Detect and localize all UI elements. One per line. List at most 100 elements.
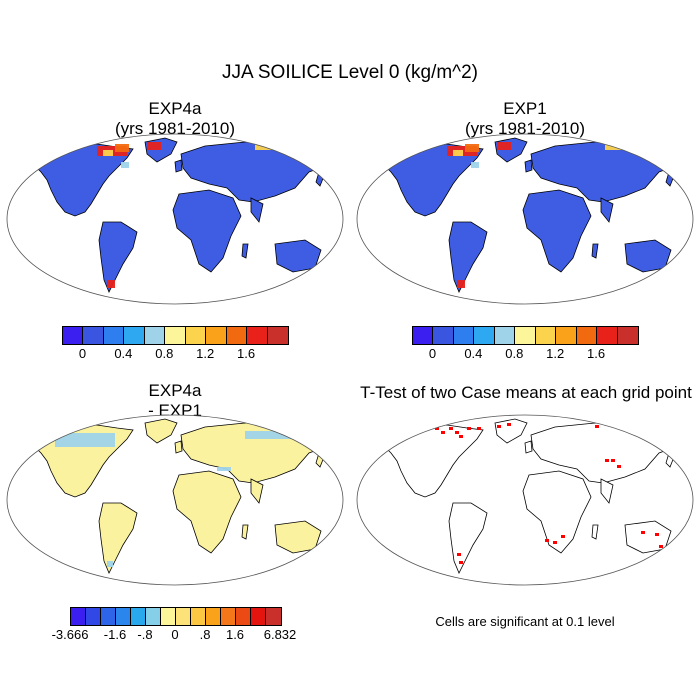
continent-madagascar xyxy=(591,243,599,259)
colorbar-swatch xyxy=(176,608,191,625)
continent-africa xyxy=(522,189,592,273)
value-patch xyxy=(115,144,129,152)
map-difference xyxy=(6,414,344,586)
colorbar-swatch xyxy=(124,327,145,344)
value-patch xyxy=(107,561,113,567)
significant-cell xyxy=(477,427,481,430)
continent-british-isles xyxy=(524,440,533,454)
colorbar-swatch xyxy=(206,327,227,344)
map-border xyxy=(6,414,344,586)
map-border xyxy=(356,133,694,305)
continent-greenland xyxy=(144,418,178,444)
colorbar-swatch xyxy=(221,608,236,625)
significant-cell xyxy=(507,423,511,426)
significant-cell xyxy=(457,553,461,556)
value-patch xyxy=(465,144,479,152)
significance-note: Cells are significant at 0.1 level xyxy=(435,614,615,629)
colorbar-difference xyxy=(70,607,282,626)
colorbar-swatch xyxy=(86,608,101,625)
value-patch xyxy=(217,467,231,471)
significant-cell xyxy=(425,427,429,430)
colorbar-swatch xyxy=(116,608,131,625)
significant-cell xyxy=(611,459,615,462)
significant-cell xyxy=(617,465,621,468)
significant-cell xyxy=(415,429,419,432)
map-border xyxy=(6,133,344,305)
colorbar-swatch xyxy=(206,608,221,625)
colorbar-tick-label: -.8 xyxy=(137,627,153,642)
colorbar-tick-label: 6.832 xyxy=(263,627,297,642)
colorbar-swatch xyxy=(251,608,266,625)
colorbar-swatch xyxy=(144,327,166,344)
colorbar-swatch xyxy=(515,327,536,344)
significant-cell xyxy=(553,541,557,544)
value-patch xyxy=(453,150,463,156)
significant-cell xyxy=(459,435,463,438)
colorbar-swatch xyxy=(191,608,206,625)
colorbar-swatch xyxy=(433,327,454,344)
colorbar-swatch xyxy=(267,327,288,344)
colorbar-tick-label: 1.2 xyxy=(196,346,215,361)
continent-greenland xyxy=(494,418,528,444)
value-patch xyxy=(497,142,511,150)
continent-africa xyxy=(172,189,242,273)
continent-madagascar xyxy=(241,524,249,540)
colorbar-swatch xyxy=(131,608,146,625)
colorbar-swatch xyxy=(247,327,268,344)
value-patch xyxy=(245,431,295,439)
map-border xyxy=(356,414,694,586)
value-patch xyxy=(107,280,115,288)
continent-indian-subcontinent xyxy=(250,197,264,223)
colorbar-swatch xyxy=(617,327,638,344)
map-exp4a xyxy=(6,133,344,305)
colorbar-swatch xyxy=(63,327,84,344)
panel2-title-line1: EXP1 xyxy=(503,99,547,118)
significant-cell xyxy=(655,533,659,536)
value-patch xyxy=(121,162,129,168)
colorbar-swatch xyxy=(161,608,176,625)
map-ttest xyxy=(356,414,694,586)
panel1-title-line1: EXP4a xyxy=(148,99,202,118)
significant-cell xyxy=(659,545,663,548)
colorbar-tick-label: 1.2 xyxy=(546,346,565,361)
value-patch xyxy=(623,144,639,149)
significant-cell xyxy=(497,425,501,428)
panel3-title-line1: EXP4a xyxy=(148,381,202,400)
significant-cell xyxy=(561,535,565,538)
colorbar-tick-label: 0.4 xyxy=(464,346,483,361)
colorbar-tick-label: -3.666 xyxy=(51,627,89,642)
significant-cell xyxy=(545,539,549,542)
colorbar-swatch xyxy=(413,327,434,344)
colorbar-swatch xyxy=(597,327,618,344)
colorbar-swatch xyxy=(453,327,475,344)
panel4-title: T-Test of two Case means at each grid po… xyxy=(360,383,692,402)
value-patch xyxy=(147,142,161,150)
continent-africa xyxy=(522,470,592,554)
colorbar-exp4a xyxy=(62,326,289,345)
colorbar-swatch xyxy=(103,327,125,344)
continent-africa xyxy=(172,470,242,554)
continent-indian-subcontinent xyxy=(600,197,614,223)
panel2-title: EXP1 (yrs 1981-2010) xyxy=(355,99,695,139)
value-patch xyxy=(457,280,465,288)
colorbar-tick-label: 0 xyxy=(428,346,437,361)
significant-cell xyxy=(449,427,453,430)
significant-cell xyxy=(641,531,645,534)
continent-madagascar xyxy=(241,243,249,259)
colorbar-swatch xyxy=(185,327,207,344)
colorbar-swatch xyxy=(556,327,577,344)
significant-cell xyxy=(635,429,639,432)
colorbar-swatch xyxy=(83,327,104,344)
significant-cell xyxy=(459,561,463,564)
map-exp1 xyxy=(356,133,694,305)
colorbar-tick-label: 0.8 xyxy=(505,346,524,361)
main-title: JJA SOILICE Level 0 (kg/m^2) xyxy=(221,62,478,83)
panel1-title-line2: (yrs 1981-2010) xyxy=(114,119,235,138)
colorbar-tick-label: 1.6 xyxy=(237,346,256,361)
colorbar-swatch xyxy=(474,327,495,344)
continent-british-isles xyxy=(524,159,533,173)
colorbar-tick-label: 0.4 xyxy=(114,346,133,361)
colorbar-tick-label: 0.8 xyxy=(155,346,174,361)
panel2-title-line2: (yrs 1981-2010) xyxy=(464,119,585,138)
colorbar-swatch xyxy=(226,327,248,344)
